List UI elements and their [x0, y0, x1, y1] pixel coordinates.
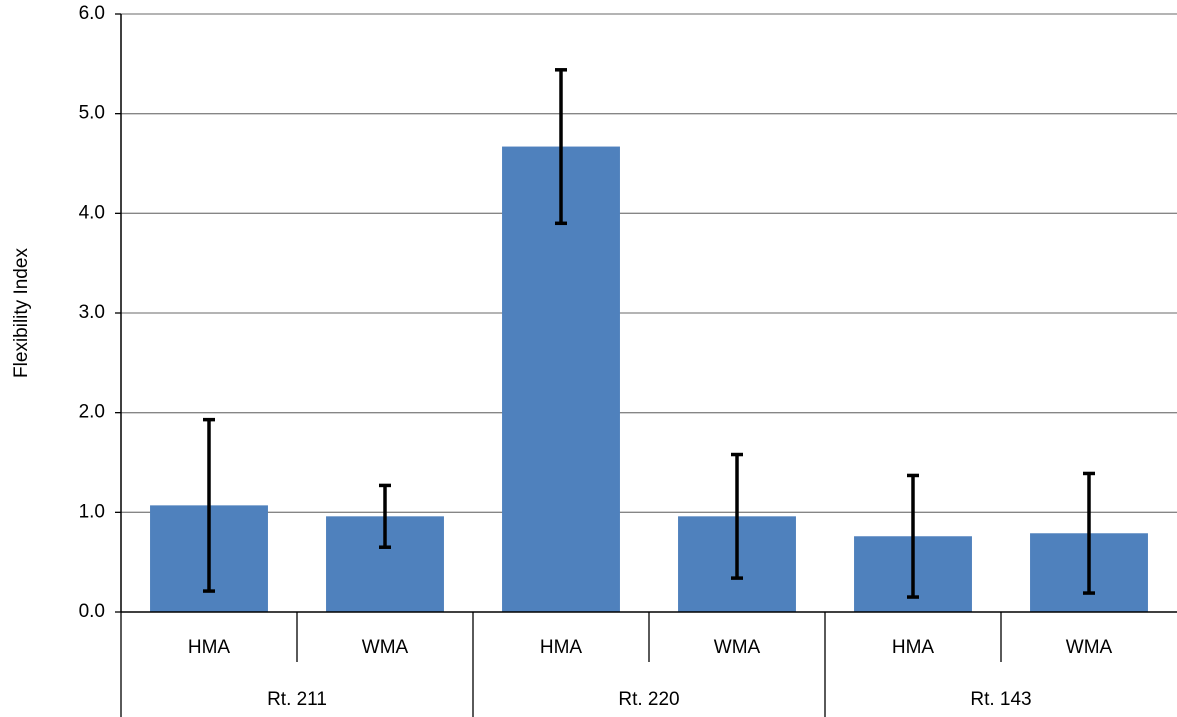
y-tick-label: 5.0: [79, 103, 105, 124]
y-tick-label: 4.0: [79, 202, 105, 223]
y-tick-label: 1.0: [79, 501, 105, 522]
error-bar: [555, 68, 567, 226]
error-bar: [907, 473, 919, 599]
y-tick-label: 6.0: [79, 3, 105, 24]
error-bar: [379, 483, 391, 549]
y-tick-label: 3.0: [79, 302, 105, 323]
error-bar: [203, 417, 215, 593]
x-tick-label: WMA: [1066, 637, 1113, 658]
error-bar: [731, 452, 743, 580]
x-tick-label: HMA: [540, 637, 583, 658]
error-bar: [1083, 471, 1095, 595]
y-tick-label: 0.0: [79, 601, 105, 622]
x-tick-label: WMA: [714, 637, 761, 658]
x-tick-label: HMA: [188, 637, 231, 658]
group-label: Rt. 211: [267, 689, 327, 710]
y-tick-label: 2.0: [79, 402, 105, 423]
group-label: Rt. 220: [618, 689, 679, 710]
y-axis-label: Flexibility Index: [11, 248, 32, 378]
group-label: Rt. 143: [970, 689, 1031, 710]
x-tick-label: WMA: [362, 637, 409, 658]
x-tick-label: HMA: [892, 637, 935, 658]
